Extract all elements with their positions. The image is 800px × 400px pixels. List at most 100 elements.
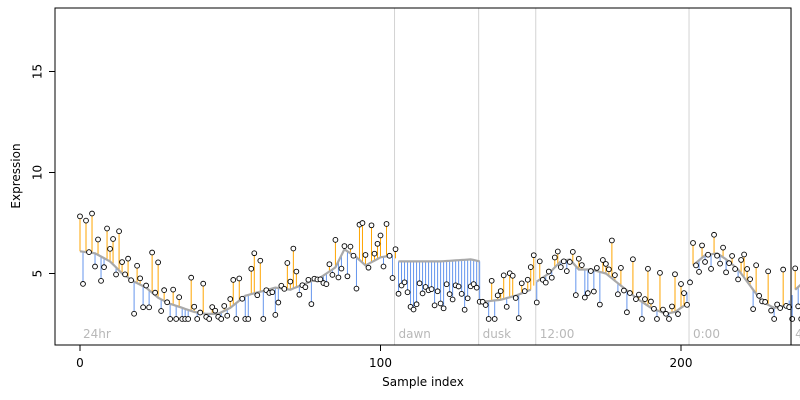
- data-point: [485, 316, 492, 322]
- data-point: [392, 246, 399, 253]
- data-point: [401, 279, 408, 286]
- data-point: [335, 274, 342, 281]
- data-point: [404, 289, 411, 296]
- data-point: [723, 269, 729, 276]
- data-point: [218, 316, 225, 322]
- data-point: [152, 289, 158, 296]
- data-point: [239, 295, 246, 302]
- data-point: [669, 303, 675, 310]
- data-point: [113, 271, 119, 278]
- data-point: [173, 316, 180, 322]
- data-point: [624, 309, 630, 316]
- data-point: [167, 316, 174, 322]
- data-point: [191, 303, 198, 310]
- data-point: [86, 249, 92, 255]
- data-point: [621, 287, 627, 294]
- data-point: [572, 292, 579, 298]
- data-point: [563, 268, 570, 274]
- data-point: [609, 237, 615, 244]
- data-point: [149, 249, 155, 256]
- data-point: [374, 240, 381, 247]
- data-point: [578, 262, 585, 268]
- data-point: [488, 277, 495, 284]
- data-point: [449, 296, 456, 303]
- data-point: [545, 268, 552, 275]
- data-points: [77, 210, 800, 322]
- data-point: [161, 287, 167, 293]
- data-point: [437, 300, 444, 307]
- data-point: [323, 281, 330, 287]
- data-point: [500, 272, 507, 279]
- data-point: [233, 316, 240, 322]
- data-point: [230, 277, 237, 283]
- data-point: [569, 249, 576, 255]
- section-label: 24hr: [83, 327, 111, 341]
- data-point: [603, 261, 609, 267]
- data-point: [338, 265, 345, 272]
- data-point: [341, 243, 348, 249]
- y-tick-label: 10: [31, 165, 45, 180]
- data-point: [389, 275, 396, 281]
- data-point: [591, 288, 597, 295]
- data-point: [137, 275, 143, 282]
- data-point: [702, 259, 708, 265]
- data-point: [548, 274, 555, 281]
- data-point: [738, 257, 744, 263]
- data-point: [416, 280, 423, 287]
- y-tick-label: 5: [31, 270, 45, 278]
- data-point: [164, 299, 170, 306]
- data-point: [464, 295, 471, 302]
- data-point: [717, 260, 723, 267]
- data-point: [491, 316, 498, 322]
- x-tick-label: 0: [76, 356, 84, 370]
- data-point: [645, 265, 651, 272]
- data-point: [353, 285, 360, 292]
- data-point: [440, 305, 447, 312]
- data-point: [92, 263, 98, 270]
- data-point: [630, 256, 636, 263]
- data-point: [705, 251, 711, 258]
- data-point: [636, 291, 642, 298]
- data-point: [302, 284, 309, 291]
- data-point: [458, 291, 465, 297]
- data-point: [606, 266, 612, 273]
- x-tick-label: 200: [670, 356, 693, 370]
- data-point: [281, 285, 288, 292]
- data-point: [101, 264, 107, 271]
- data-point: [296, 291, 303, 298]
- data-point: [648, 298, 654, 305]
- data-point: [131, 310, 137, 317]
- data-point: [221, 303, 228, 309]
- data-point: [509, 272, 516, 279]
- data-point: [443, 281, 450, 288]
- data-point: [104, 225, 110, 232]
- data-point: [762, 299, 768, 305]
- data-point: [212, 307, 219, 314]
- data-point: [455, 283, 462, 290]
- data-point: [431, 302, 438, 309]
- data-point: [386, 252, 393, 259]
- data-point: [735, 276, 741, 283]
- data-point: [494, 292, 501, 299]
- data-point: [612, 272, 618, 278]
- data-point: [497, 288, 504, 294]
- data-point: [684, 301, 690, 308]
- data-point: [122, 271, 128, 278]
- data-point: [551, 254, 558, 261]
- data-point: [741, 251, 747, 258]
- data-point: [774, 301, 781, 308]
- data-point: [584, 290, 591, 296]
- data-point: [533, 299, 540, 306]
- data-point: [395, 290, 402, 297]
- data-point: [251, 250, 258, 257]
- data-point: [795, 303, 800, 310]
- data-point: [368, 222, 375, 229]
- data-point: [792, 265, 799, 272]
- data-point: [768, 307, 775, 314]
- data-point: [434, 288, 441, 295]
- data-point: [461, 306, 468, 313]
- data-point: [170, 286, 177, 293]
- data-point: [678, 281, 684, 287]
- data-point: [347, 243, 354, 250]
